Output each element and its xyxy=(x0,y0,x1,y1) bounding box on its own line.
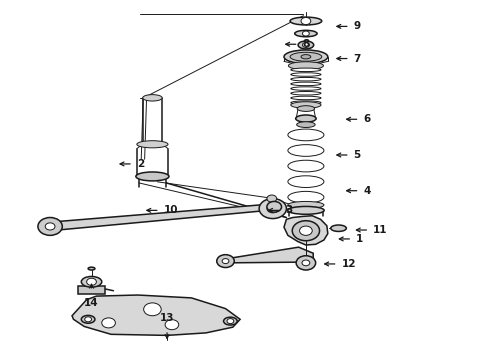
Ellipse shape xyxy=(298,41,314,49)
Text: 14: 14 xyxy=(84,298,99,308)
Ellipse shape xyxy=(291,102,321,108)
Ellipse shape xyxy=(137,141,168,148)
Text: 11: 11 xyxy=(373,225,388,235)
Circle shape xyxy=(296,256,316,270)
Bar xyxy=(78,286,105,294)
Ellipse shape xyxy=(288,160,324,172)
Text: 2: 2 xyxy=(137,159,144,169)
Circle shape xyxy=(45,223,55,230)
Ellipse shape xyxy=(288,145,324,156)
Circle shape xyxy=(302,260,310,266)
Circle shape xyxy=(227,319,234,324)
Text: 9: 9 xyxy=(354,21,361,31)
Circle shape xyxy=(144,303,161,316)
Ellipse shape xyxy=(301,55,311,59)
Text: 13: 13 xyxy=(160,313,174,323)
Polygon shape xyxy=(223,247,313,263)
Ellipse shape xyxy=(331,225,346,231)
Circle shape xyxy=(259,199,287,219)
Ellipse shape xyxy=(291,87,321,90)
Circle shape xyxy=(102,318,116,328)
Ellipse shape xyxy=(291,96,321,100)
Ellipse shape xyxy=(291,77,321,81)
Circle shape xyxy=(267,204,279,213)
Ellipse shape xyxy=(295,115,316,122)
Circle shape xyxy=(217,255,234,267)
Ellipse shape xyxy=(291,91,321,95)
Ellipse shape xyxy=(296,122,315,127)
Ellipse shape xyxy=(291,73,321,76)
Circle shape xyxy=(85,317,92,322)
Ellipse shape xyxy=(291,101,321,104)
Circle shape xyxy=(165,320,179,330)
Circle shape xyxy=(301,18,311,24)
Ellipse shape xyxy=(288,176,324,188)
Text: 4: 4 xyxy=(364,186,371,196)
Circle shape xyxy=(38,217,62,235)
Ellipse shape xyxy=(288,192,324,203)
Text: 12: 12 xyxy=(342,259,356,269)
Ellipse shape xyxy=(288,206,324,214)
Circle shape xyxy=(299,226,312,235)
Ellipse shape xyxy=(297,106,315,111)
Circle shape xyxy=(302,42,309,48)
Ellipse shape xyxy=(136,172,169,181)
Text: 7: 7 xyxy=(354,54,361,64)
Ellipse shape xyxy=(143,95,162,101)
Text: 10: 10 xyxy=(164,205,178,215)
Circle shape xyxy=(87,278,97,285)
Polygon shape xyxy=(284,216,328,245)
Ellipse shape xyxy=(290,17,322,25)
Text: 5: 5 xyxy=(354,150,361,160)
Circle shape xyxy=(267,202,282,212)
Circle shape xyxy=(222,258,229,264)
Text: 8: 8 xyxy=(302,39,310,49)
Ellipse shape xyxy=(81,276,102,287)
Text: 6: 6 xyxy=(364,114,370,124)
Ellipse shape xyxy=(288,62,323,69)
Ellipse shape xyxy=(291,68,321,72)
Ellipse shape xyxy=(81,315,95,323)
Ellipse shape xyxy=(88,267,95,270)
Ellipse shape xyxy=(288,129,324,141)
Ellipse shape xyxy=(290,52,322,61)
Ellipse shape xyxy=(223,317,237,325)
Ellipse shape xyxy=(284,50,328,64)
Circle shape xyxy=(267,195,277,202)
Text: 1: 1 xyxy=(356,234,364,244)
Circle shape xyxy=(292,221,319,241)
Ellipse shape xyxy=(294,30,317,37)
Polygon shape xyxy=(72,295,240,336)
Text: 3: 3 xyxy=(286,205,293,215)
Ellipse shape xyxy=(288,202,324,208)
Circle shape xyxy=(302,31,309,36)
Polygon shape xyxy=(49,204,275,231)
Ellipse shape xyxy=(291,82,321,86)
